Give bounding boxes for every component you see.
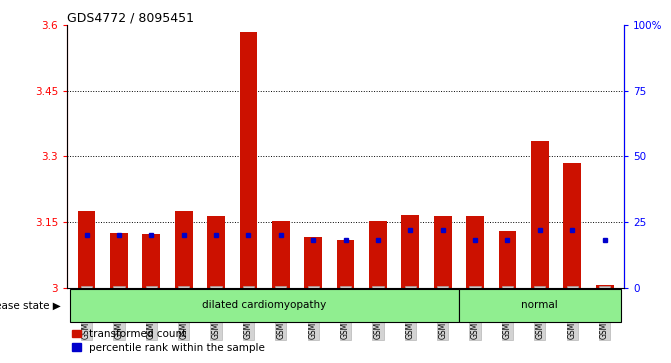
Text: GSM1053924: GSM1053924 xyxy=(211,287,221,339)
Text: GSM1053917: GSM1053917 xyxy=(115,287,123,339)
Text: GSM1053929: GSM1053929 xyxy=(503,287,512,339)
Bar xyxy=(240,32,258,287)
Bar xyxy=(531,141,549,287)
Text: GSM1053919: GSM1053919 xyxy=(179,287,188,339)
Text: GDS4772 / 8095451: GDS4772 / 8095451 xyxy=(67,11,194,24)
Text: GSM1053925: GSM1053925 xyxy=(244,287,253,339)
Text: GSM1053938: GSM1053938 xyxy=(406,287,415,339)
Bar xyxy=(369,221,387,287)
Text: GSM1053915: GSM1053915 xyxy=(82,287,91,339)
Text: GSM1053933: GSM1053933 xyxy=(309,287,317,339)
Bar xyxy=(304,237,322,287)
Text: GSM1053937: GSM1053937 xyxy=(374,287,382,339)
Text: dilated cardiomyopathy: dilated cardiomyopathy xyxy=(203,300,327,310)
Text: GSM1053939: GSM1053939 xyxy=(535,287,544,339)
Bar xyxy=(207,216,225,287)
Bar xyxy=(78,211,95,287)
Bar xyxy=(499,231,517,287)
Text: GSM1053940: GSM1053940 xyxy=(568,287,576,339)
Text: GSM1053941: GSM1053941 xyxy=(438,287,447,339)
Bar xyxy=(433,216,452,287)
Bar xyxy=(459,289,621,322)
Bar xyxy=(596,285,613,287)
Text: disease state ▶: disease state ▶ xyxy=(0,301,60,311)
Text: GSM1053935: GSM1053935 xyxy=(341,287,350,339)
Legend: transformed count, percentile rank within the sample: transformed count, percentile rank withi… xyxy=(72,330,265,352)
Bar xyxy=(174,211,193,287)
Bar xyxy=(110,233,127,287)
Bar xyxy=(337,240,354,287)
Bar xyxy=(401,216,419,287)
Bar xyxy=(142,234,160,287)
Bar xyxy=(70,289,459,322)
Text: normal: normal xyxy=(521,300,558,310)
Bar xyxy=(466,216,484,287)
Text: GSM1053922: GSM1053922 xyxy=(470,287,480,339)
Bar xyxy=(564,163,581,287)
Text: GSM1053926: GSM1053926 xyxy=(276,287,285,339)
Text: GSM1053942: GSM1053942 xyxy=(600,287,609,339)
Text: GSM1053918: GSM1053918 xyxy=(147,287,156,339)
Bar xyxy=(272,221,290,287)
